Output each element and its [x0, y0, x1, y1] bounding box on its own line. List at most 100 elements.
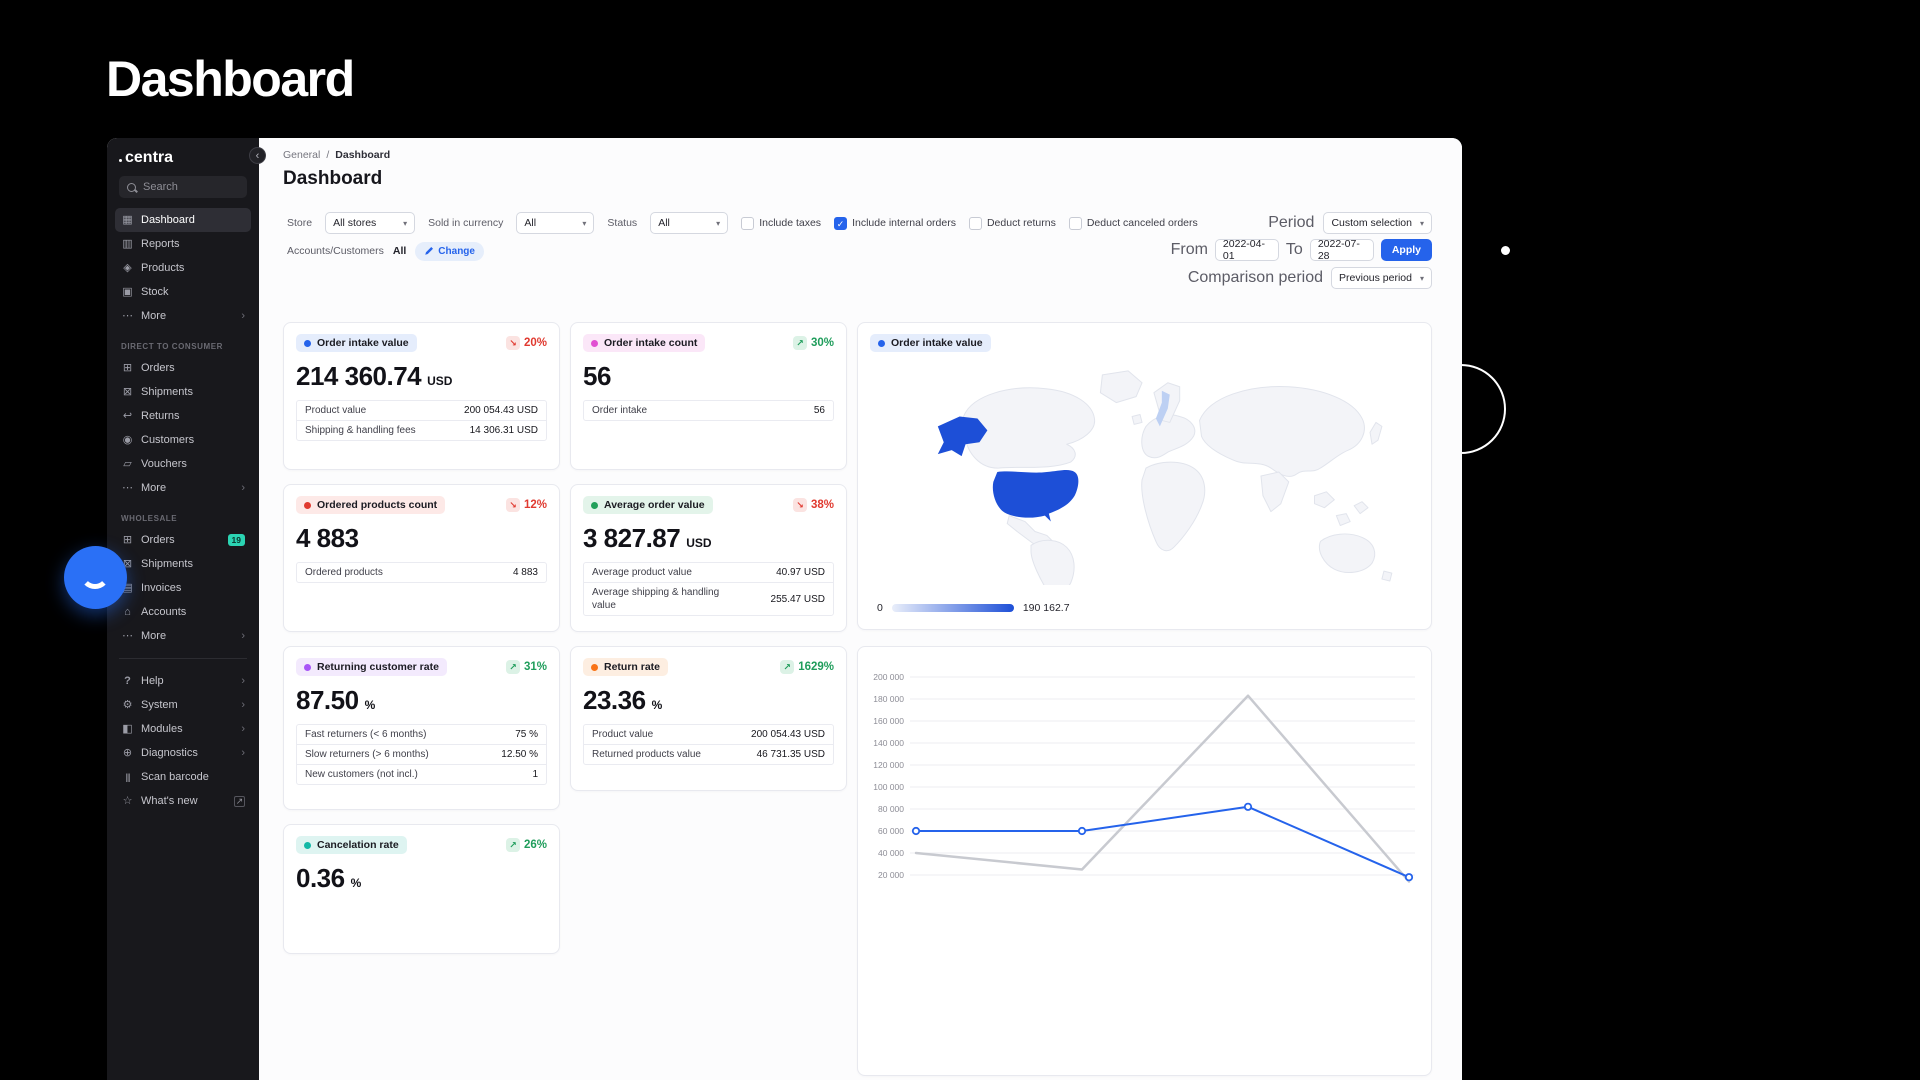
metric-unit: % [651, 698, 663, 712]
chevron-down-icon [1420, 272, 1424, 284]
breadcrumb-parent[interactable]: General [283, 149, 321, 161]
sidebar-item-ws-orders[interactable]: Orders 19 [115, 528, 251, 552]
sidebar-item-customers[interactable]: Customers [115, 428, 251, 452]
map-region-alaska [937, 416, 988, 457]
metric-breakdown-table: Ordered products 4 883 [296, 562, 547, 583]
sidebar-item-more[interactable]: More › [115, 304, 251, 328]
sidebar-item-accounts[interactable]: Accounts [115, 600, 251, 624]
sidebar-item-returns[interactable]: Returns [115, 404, 251, 428]
search-icon [127, 182, 136, 192]
apply-button[interactable]: Apply [1380, 239, 1432, 261]
chevron-right-icon: › [241, 747, 245, 759]
sidebar-item-reports[interactable]: Reports [115, 232, 251, 256]
from-date-input[interactable]: 2022-04-01 [1214, 238, 1279, 262]
include-internal-orders-checkbox[interactable] [834, 216, 848, 230]
include-internal-orders-option: Include internal orders [834, 216, 956, 230]
trend-badge: 31% [505, 660, 547, 674]
accounts-icon [121, 607, 134, 618]
deduct-returns-checkbox[interactable] [968, 216, 982, 230]
sidebar-item-whats-new[interactable]: What's new ↗ [115, 789, 251, 813]
chevron-right-icon: › [241, 482, 245, 494]
include-taxes-checkbox[interactable] [741, 216, 755, 230]
sidebar-item-ws-more[interactable]: More › [115, 624, 251, 648]
table-row: Ordered products 4 883 [305, 567, 538, 578]
trend-down-icon [505, 498, 520, 512]
comparison-period-select[interactable]: Previous period [1331, 267, 1432, 289]
metric-value: 56 [583, 361, 611, 391]
table-row: Order intake 56 [592, 405, 825, 416]
world-map [937, 370, 1393, 585]
metric-value: 0.36 % [296, 863, 362, 893]
sidebar-item-products[interactable]: Products [115, 256, 251, 280]
sidebar-item-system[interactable]: System › [115, 693, 251, 717]
card-order-intake-count: Order intake count 30% 56 Order intake 5… [570, 322, 847, 470]
svg-text:180 000: 180 000 [873, 694, 904, 704]
sidebar-item-invoices[interactable]: Invoices [115, 576, 251, 600]
deduct-canceled-orders-checkbox[interactable] [1068, 216, 1082, 230]
metric-unit: % [364, 698, 376, 712]
trend-down-icon [505, 336, 520, 350]
metric-label-pill: Order intake value [296, 334, 417, 352]
sidebar-item-ws-shipments[interactable]: Shipments [115, 552, 251, 576]
comparison-label: Comparison period [1187, 269, 1324, 286]
card-trend-chart: 200 000 180 000 160 000 140 000 120 000 100 0… [857, 646, 1432, 1076]
status-label: Status [607, 217, 638, 229]
deduct-canceled-orders-option: Deduct canceled orders [1068, 216, 1198, 230]
metric-value: 214 360.74 USD [296, 361, 453, 391]
trend-badge: 20% [505, 336, 547, 350]
dashboard-heading: Dashboard [283, 168, 383, 189]
sidebar-item-modules[interactable]: Modules › [115, 717, 251, 741]
sidebar-item-diagnostics[interactable]: Diagnostics › [115, 741, 251, 765]
card-cancelation-rate: Cancelation rate 26% 0.36 % [283, 824, 560, 954]
table-row: Slow returners (> 6 months) 12.50 % [297, 744, 546, 764]
sidebar-item-vouchers[interactable]: Vouchers [115, 452, 251, 476]
table-row: Returned products value 46 731.35 USD [584, 744, 833, 764]
sidebar-d2c-group: Orders Shipments Returns Customers Vouch… [107, 356, 259, 500]
accounts-value: All [392, 245, 407, 257]
metric-breakdown-table: Fast returners (< 6 months) 75 % Slow re… [296, 724, 547, 785]
store-select[interactable]: All stores [325, 212, 416, 234]
currency-select[interactable]: All [516, 212, 595, 234]
search-input[interactable]: Search [119, 176, 247, 198]
table-row: Fast returners (< 6 months) 75 % [305, 729, 538, 740]
metric-breakdown-table: Order intake 56 [583, 400, 834, 421]
chevron-right-icon: › [241, 675, 245, 687]
sidebar-item-scan-barcode[interactable]: Scan barcode [115, 765, 251, 789]
sidebar: centra Search Dashboard Reports Products… [107, 138, 266, 1080]
metric-label-pill: Average order value [583, 496, 713, 514]
change-accounts-button[interactable]: Change [415, 241, 484, 261]
svg-text:160 000: 160 000 [873, 716, 904, 726]
smile-icon [80, 559, 110, 589]
status-select[interactable]: All [650, 212, 729, 234]
sidebar-item-d2c-more[interactable]: More › [115, 476, 251, 500]
shipments-icon [121, 387, 134, 398]
sidebar-item-d2c-orders[interactable]: Orders [115, 356, 251, 380]
sidebar-item-help[interactable]: Help › [115, 669, 251, 693]
table-row: Average product value 40.97 USD [592, 567, 825, 578]
trend-badge: 38% [792, 498, 834, 512]
trend-down-icon [792, 498, 807, 512]
metric-dot [591, 501, 598, 509]
map-region-sweden [1155, 390, 1170, 427]
accounts-label: Accounts/Customers [287, 245, 384, 257]
sidebar-item-d2c-shipments[interactable]: Shipments [115, 380, 251, 404]
modules-icon [121, 724, 134, 735]
period-select[interactable]: Custom selection [1323, 212, 1432, 234]
sidebar-item-stock[interactable]: Stock [115, 280, 251, 304]
currency-label: Sold in currency [428, 217, 504, 229]
sidebar-collapse-button[interactable] [249, 147, 266, 164]
to-date-input[interactable]: 2022-07-28 [1309, 238, 1374, 262]
svg-text:40 000: 40 000 [878, 848, 904, 858]
metric-value: 23.36 % [583, 685, 663, 715]
trend-badge: 1629% [780, 660, 834, 674]
sidebar-divider [119, 658, 247, 659]
table-row: Product value 200 054.43 USD [305, 405, 538, 416]
sidebar-item-dashboard[interactable]: Dashboard [115, 208, 251, 232]
chat-launcher-button[interactable] [64, 546, 127, 609]
pencil-icon [425, 247, 434, 255]
chevron-right-icon: › [241, 723, 245, 735]
reports-icon [121, 239, 134, 250]
orders-count-badge: 19 [227, 533, 245, 547]
help-icon [121, 676, 134, 687]
vouchers-icon [121, 459, 134, 470]
